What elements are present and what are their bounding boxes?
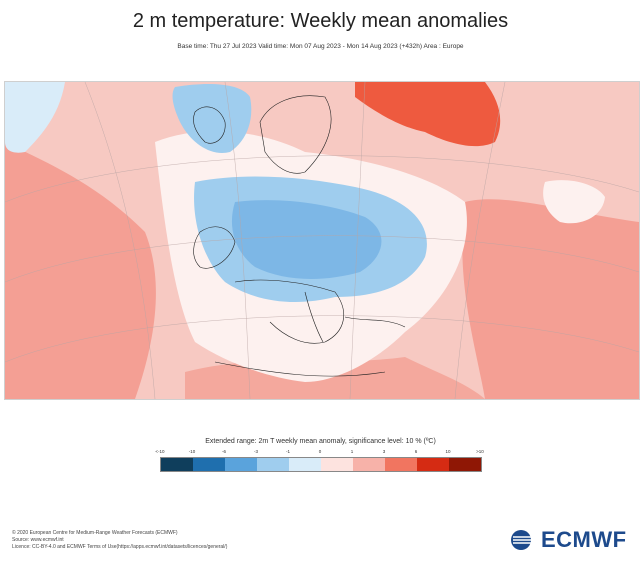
legend-swatch bbox=[225, 458, 257, 471]
ecmwf-logo-icon bbox=[511, 530, 536, 550]
legend-swatch bbox=[417, 458, 449, 471]
legend-tick: 1 bbox=[350, 449, 354, 454]
legend-swatch bbox=[321, 458, 353, 471]
colder-core-region bbox=[231, 200, 382, 279]
legend-tick: -1 bbox=[285, 449, 290, 454]
graticule bbox=[5, 82, 639, 399]
map-title: 2 m temperature: Weekly mean anomalies bbox=[132, 10, 509, 32]
legend-colorbar bbox=[160, 457, 482, 472]
legend-swatch bbox=[257, 458, 289, 471]
legend-title: Extended range: 2m T weekly mean anomaly… bbox=[205, 438, 436, 445]
legend-tick: 3 bbox=[382, 449, 386, 454]
legend-swatch bbox=[161, 458, 193, 471]
anomaly-map[interactable] bbox=[4, 81, 640, 400]
coastlines bbox=[193, 95, 406, 377]
legend-swatch bbox=[385, 458, 417, 471]
warm-east-region bbox=[462, 199, 639, 399]
legend-swatch bbox=[193, 458, 225, 471]
neutral-east-patch bbox=[543, 180, 605, 224]
legend-tick: 10 bbox=[445, 449, 451, 454]
warm-atlantic-region bbox=[5, 142, 156, 399]
legend-ticks: <-10 -10 -6 -3 -1 0 1 3 6 10 >10 bbox=[155, 449, 483, 457]
cool-west-patch bbox=[5, 82, 65, 153]
legend-swatch bbox=[353, 458, 385, 471]
footer-credits: © 2020 European Centre for Medium-Range … bbox=[12, 530, 227, 551]
footer-source: Source: www.ecmwf.int bbox=[12, 537, 64, 543]
anomaly-map-svg bbox=[5, 82, 639, 399]
footer-licence: Licence: CC-BY-4.0 and ECMWF Terms of Us… bbox=[12, 544, 228, 550]
legend-tick: <-10 bbox=[155, 449, 165, 454]
cold-british-isles-region bbox=[172, 84, 252, 153]
ecmwf-logo[interactable]: ECMWF bbox=[510, 527, 627, 553]
hot-russia-region bbox=[355, 82, 501, 147]
legend-tick: -10 bbox=[188, 449, 196, 454]
legend-tick: >10 bbox=[476, 449, 484, 454]
legend-swatch bbox=[449, 458, 481, 471]
ecmwf-logo-text: ECMWF bbox=[541, 527, 627, 552]
legend-tick: 0 bbox=[318, 449, 322, 454]
map-subtitle: Base time: Thu 27 Jul 2023 Valid time: M… bbox=[177, 43, 464, 50]
footer-copyright: © 2020 European Centre for Medium-Range … bbox=[12, 530, 178, 536]
legend-tick: -3 bbox=[253, 449, 258, 454]
legend-tick: -6 bbox=[221, 449, 226, 454]
legend-swatch bbox=[289, 458, 321, 471]
legend-tick: 6 bbox=[414, 449, 418, 454]
